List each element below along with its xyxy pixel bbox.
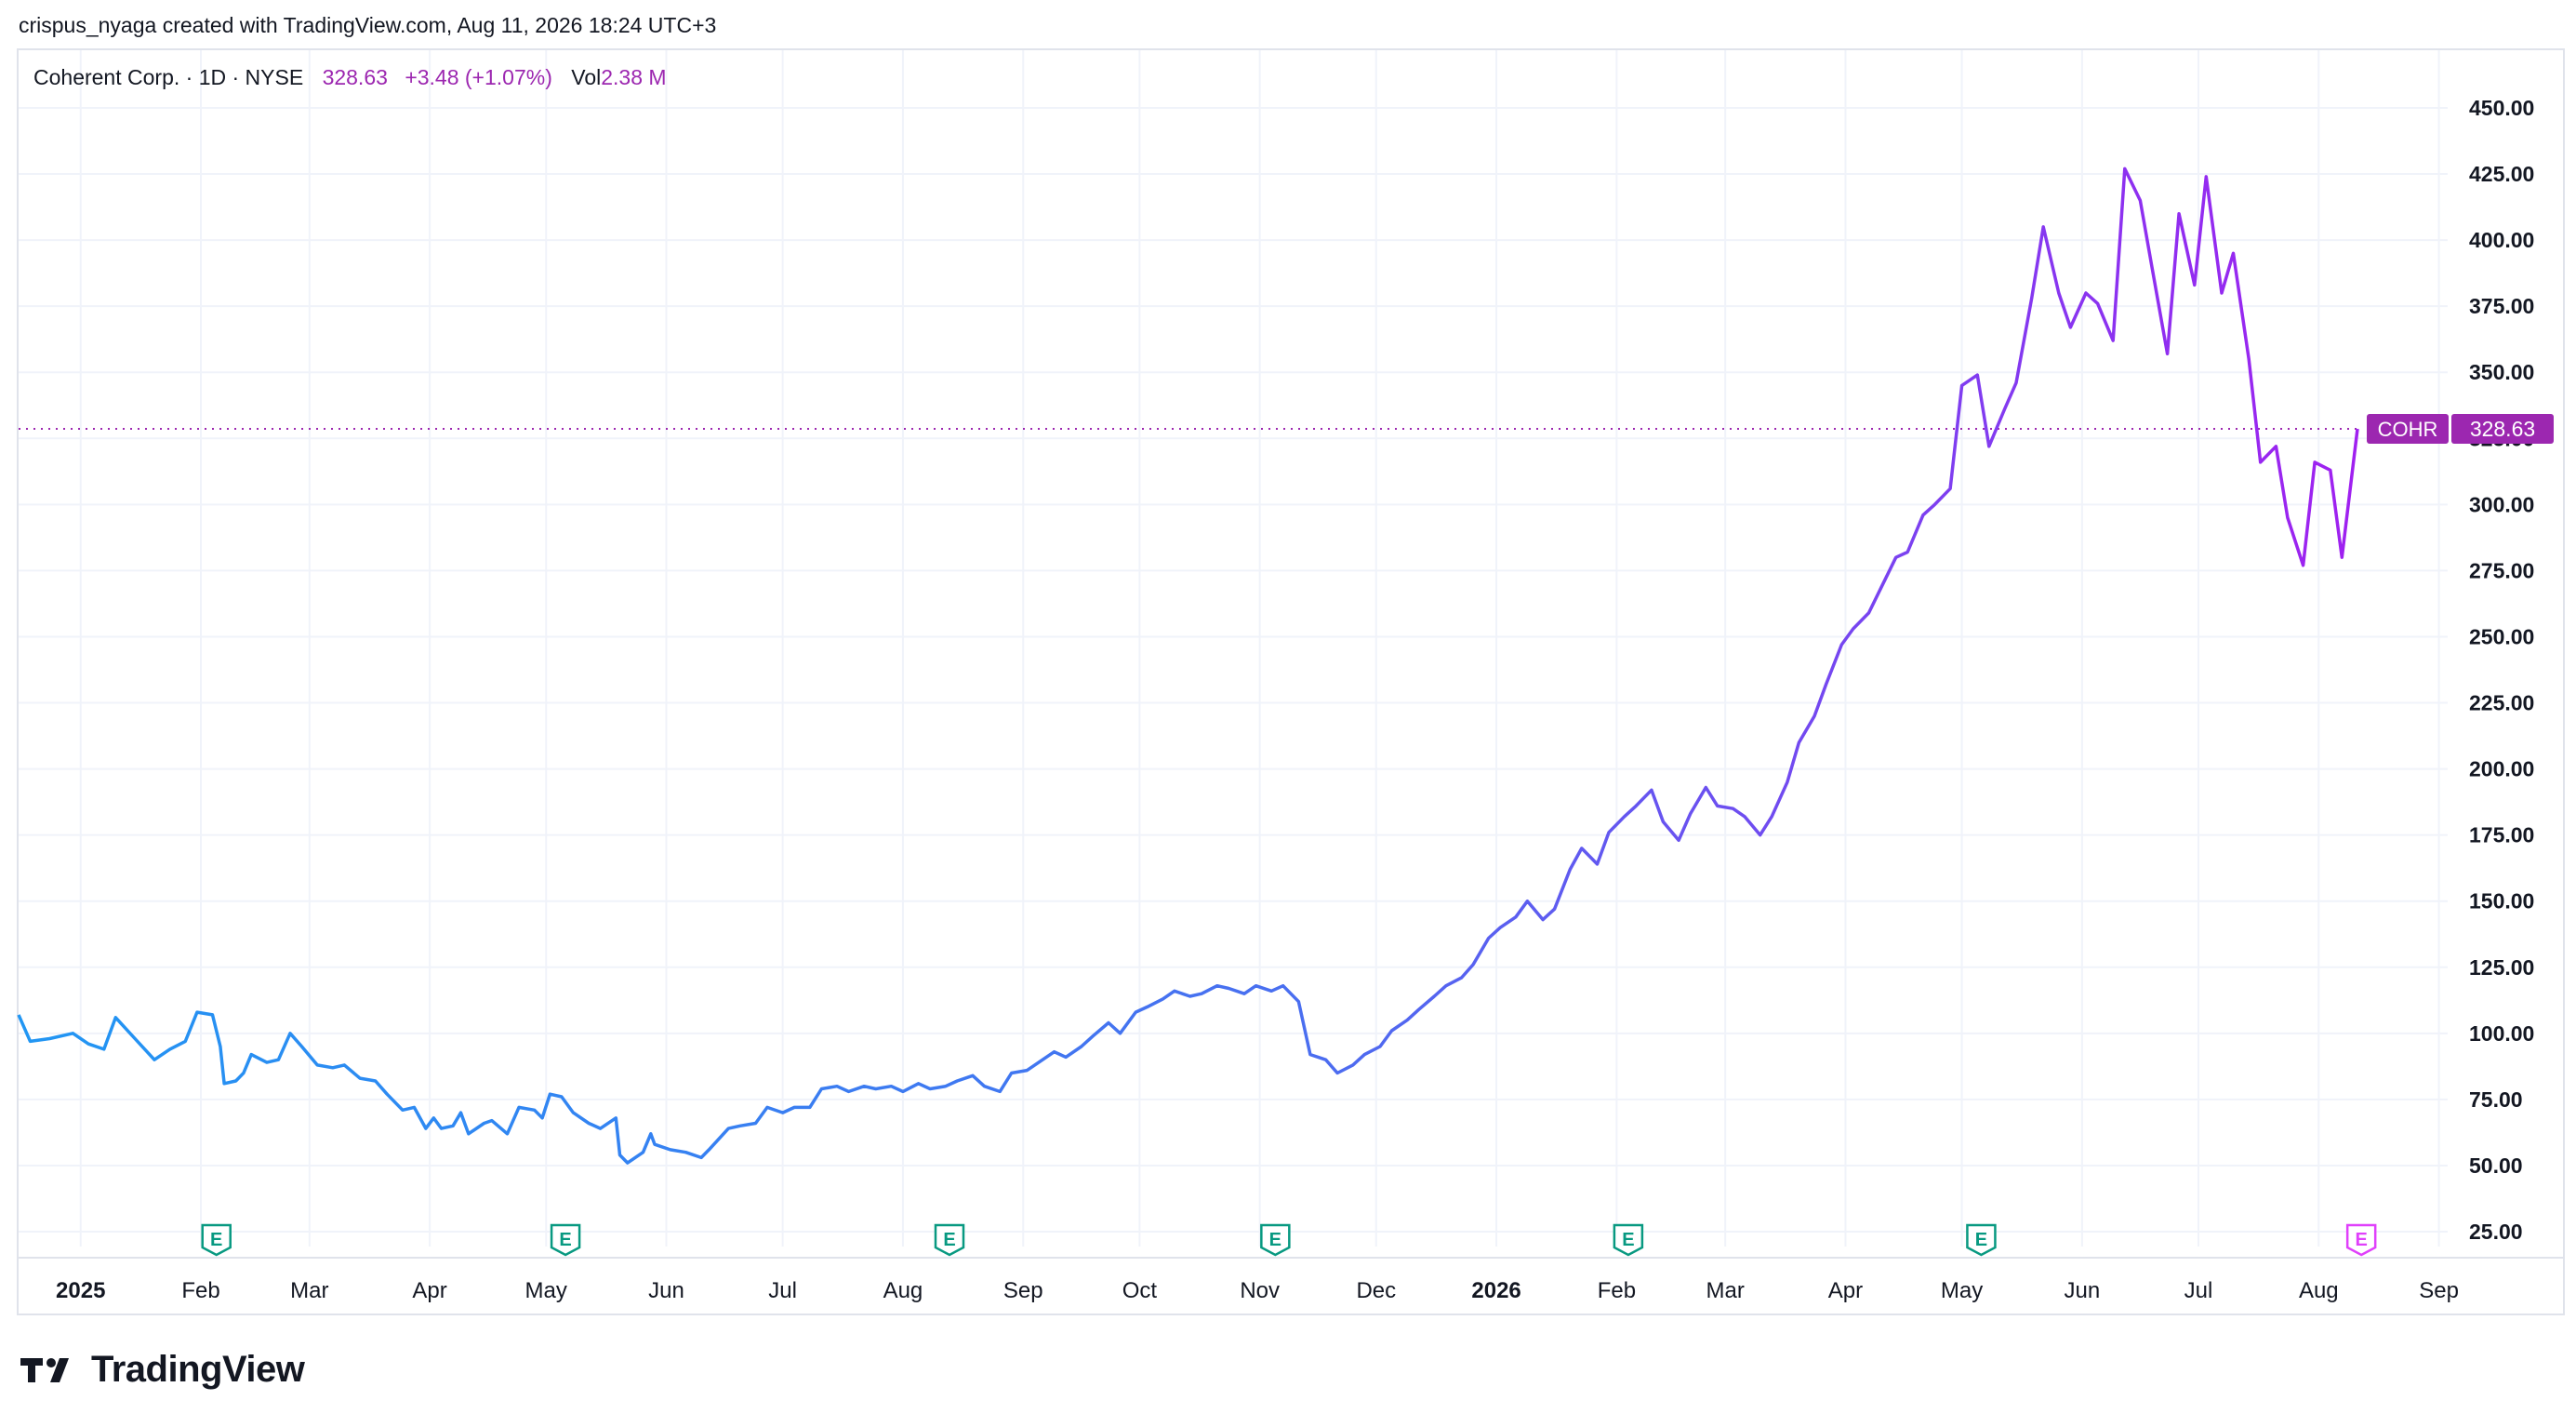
y-tick-label: 350.00 [2469, 360, 2534, 384]
y-tick-label: 300.00 [2469, 492, 2534, 516]
brand-name: TradingView [91, 1349, 305, 1390]
x-tick-label: Mar [1706, 1278, 1744, 1303]
x-tick-label: Mar [290, 1278, 328, 1303]
earnings-marker[interactable] [1966, 1223, 1997, 1257]
x-tick-label: Jul [768, 1278, 797, 1303]
x-tick-label: Dec [1356, 1278, 1396, 1303]
x-tick-label: Feb [1598, 1278, 1636, 1303]
earnings-marker-label: E [210, 1230, 222, 1250]
attribution-text: crispus_nyaga created with TradingView.c… [19, 13, 717, 37]
y-tick-label: 75.00 [2469, 1087, 2523, 1112]
earnings-marker-label: E [1975, 1230, 1987, 1250]
earnings-marker[interactable] [201, 1223, 232, 1257]
y-tick-label: 250.00 [2469, 624, 2534, 648]
x-tick-label: Apr [412, 1278, 446, 1303]
price-tag-label: 328.63 [2470, 417, 2535, 441]
y-tick-label: 425.00 [2469, 162, 2534, 186]
y-tick-label: 125.00 [2469, 955, 2534, 980]
x-tick-label: 2025 [56, 1278, 105, 1303]
x-tick-label: Jun [2065, 1278, 2101, 1303]
symbol-tag [2367, 413, 2449, 444]
legend-change: +3.48 (+1.07%) [405, 65, 552, 89]
y-tick-label: 375.00 [2469, 294, 2534, 318]
x-tick-label: Jul [2184, 1278, 2213, 1303]
symbol-tag-label: COHR [2378, 418, 2438, 441]
legend-price: 328.63 [322, 65, 388, 89]
y-tick-label: 25.00 [2469, 1220, 2523, 1244]
earnings-marker[interactable] [550, 1223, 581, 1257]
x-tick-label: Feb [181, 1278, 219, 1303]
volume-value: 2.38 M [601, 65, 667, 89]
price-series-line[interactable] [17, 167, 2359, 1165]
volume-label: Vol [571, 65, 602, 89]
symbol-legend: Coherent Corp. · 1D · NYSE 328.63 +3.48 … [33, 65, 667, 90]
chart-frame[interactable] [17, 48, 2565, 1315]
y-tick-label: 400.00 [2469, 228, 2534, 252]
x-tick-label: Sep [2419, 1278, 2459, 1303]
earnings-marker-label: E [2355, 1230, 2367, 1250]
earnings-marker[interactable] [1613, 1223, 1644, 1257]
y-tick-label: 100.00 [2469, 1021, 2534, 1046]
x-tick-label: Nov [1240, 1278, 1280, 1303]
y-tick-label: 200.00 [2469, 757, 2534, 781]
earnings-marker-label: E [1622, 1230, 1634, 1250]
y-tick-label: 50.00 [2469, 1154, 2523, 1178]
y-tick-label: 225.00 [2469, 691, 2534, 715]
earnings-marker-label: E [559, 1230, 571, 1250]
x-tick-label: 2026 [1471, 1278, 1520, 1303]
x-tick-label: May [1941, 1278, 1983, 1303]
y-tick-label: 275.00 [2469, 558, 2534, 582]
x-tick-label: Aug [883, 1278, 923, 1303]
x-tick-label: Aug [2299, 1278, 2339, 1303]
earnings-marker[interactable] [934, 1223, 965, 1257]
footer-brand[interactable]: TradingView [20, 1349, 305, 1391]
x-tick-label: Oct [1122, 1278, 1158, 1303]
x-tick-label: Sep [1003, 1278, 1043, 1303]
x-tick-label: May [525, 1278, 567, 1303]
x-tick-label: Jun [648, 1278, 684, 1303]
earnings-marker[interactable] [2345, 1223, 2377, 1257]
earnings-marker-label: E [943, 1230, 955, 1250]
earnings-marker-label: E [1269, 1230, 1281, 1250]
tradingview-logo-icon [20, 1357, 69, 1382]
earnings-marker[interactable] [1260, 1223, 1291, 1257]
symbol-name: Coherent Corp. · 1D · NYSE [33, 65, 304, 89]
y-tick-label: 175.00 [2469, 823, 2534, 847]
y-tick-label: 450.00 [2469, 96, 2534, 120]
x-tick-label: Apr [1828, 1278, 1863, 1303]
price-tag [2451, 413, 2554, 444]
y-tick-label: 150.00 [2469, 889, 2534, 914]
